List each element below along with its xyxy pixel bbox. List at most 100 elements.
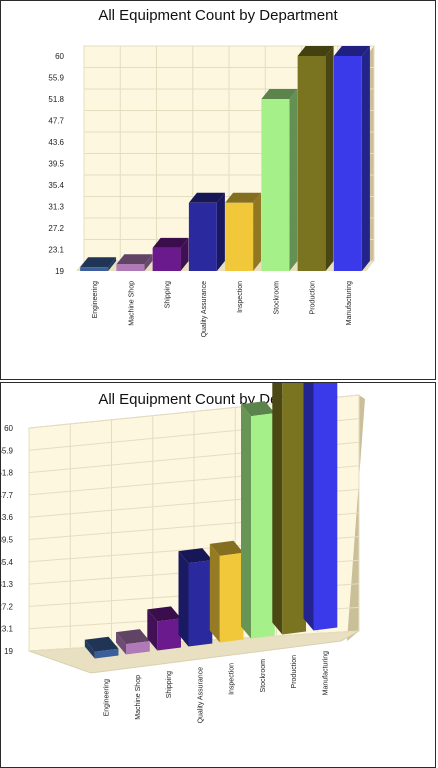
bar: [333, 46, 370, 271]
bar-side: [84, 639, 95, 659]
bar-front: [116, 264, 145, 271]
chart-title: All Equipment Count by Department: [98, 7, 338, 24]
bar-side: [108, 257, 117, 271]
bar: [152, 237, 189, 271]
y-tick-label: 23.1: [48, 246, 64, 255]
x-tick-label: Production: [291, 655, 298, 689]
x-tick-label: Quality Assurance: [201, 281, 208, 338]
bar-side: [361, 46, 370, 271]
x-tick-label: Shipping: [165, 281, 172, 308]
y-tick-label: 39.5: [1, 536, 14, 545]
bar-side: [180, 237, 189, 271]
bar: [303, 383, 338, 631]
x-tick-label: Stockroom: [260, 659, 267, 693]
x-tick-label: Machine Shop: [128, 281, 135, 326]
bar-front: [80, 267, 109, 271]
bar: [297, 46, 334, 271]
bar-top: [84, 636, 119, 652]
bar-side: [116, 632, 126, 655]
bar: [225, 192, 262, 271]
bar-side: [241, 404, 251, 639]
bar-top: [116, 629, 150, 645]
x-tick-label: Stockroom: [273, 281, 280, 315]
x-tick-label: Inspection: [229, 663, 236, 695]
bar-top: [297, 46, 334, 56]
y-tick-label: 31.3: [1, 580, 14, 589]
bar-top: [333, 46, 370, 56]
bar: [84, 636, 119, 659]
x-tick-label: Engineering: [92, 281, 99, 318]
bar-top: [80, 257, 117, 268]
y-tick-label: 55.9: [1, 446, 14, 455]
bar-side: [209, 543, 220, 643]
bar-front: [94, 648, 119, 659]
bar-chart-front: 19 23.1 27.2 31.3 35.4 39.5 43.6 47.7 51.8 55.9 60…: [48, 45, 375, 338]
bar: [241, 401, 275, 639]
bar-front: [157, 618, 181, 651]
bar-front: [297, 56, 326, 271]
bar-front: [188, 560, 213, 647]
bar: [272, 383, 306, 635]
y-tick-label: 19: [4, 647, 13, 656]
bar: [209, 540, 244, 643]
y-tick-label: 47.7: [1, 491, 14, 500]
x-tick-label: Machine Shop: [135, 675, 142, 720]
bar-top: [209, 540, 244, 556]
y-tick-label: 47.7: [48, 117, 64, 126]
y-tick-label: 51.8: [1, 469, 14, 478]
bar-side: [178, 551, 189, 647]
bar: [116, 629, 150, 655]
chart-panel-perspective: All Equipment Count by Department 1923.1…: [0, 382, 436, 768]
bar-side: [303, 383, 314, 631]
bar-top: [225, 192, 262, 203]
x-tick-label: Shipping: [166, 671, 173, 698]
bar: [261, 89, 298, 271]
bar-side: [289, 89, 298, 271]
x-tick-label: Production: [310, 281, 317, 315]
bar-side: [216, 192, 225, 271]
bar-top: [152, 237, 189, 248]
y-tick-label: 43.6: [48, 138, 64, 147]
y-tick-label: 27.2: [1, 602, 14, 611]
bar-chart-perspective: 19 23.1 27.2 31.3 35.4 39.5 43.6 47.7 51.8 55.9 60…: [1, 383, 365, 724]
y-tick-label: 19: [55, 267, 64, 276]
bar-front: [188, 202, 217, 271]
y-tick-label: 35.4: [1, 558, 14, 567]
y-tick-label: 31.3: [48, 203, 64, 212]
bar-top: [241, 401, 275, 417]
bar-front: [333, 56, 362, 271]
bar-front: [219, 552, 244, 643]
bar-top: [116, 254, 153, 265]
bar-top: [147, 606, 181, 622]
x-tick-label: Inspection: [237, 281, 244, 313]
bar-front: [251, 413, 275, 639]
bar-side: [253, 192, 262, 271]
bar: [80, 257, 117, 271]
bar-top: [178, 548, 213, 564]
y-tick-label: 51.8: [48, 95, 64, 104]
bar-side: [144, 254, 153, 271]
y-tick-label: 35.4: [48, 181, 64, 190]
bar-front: [152, 247, 181, 271]
bar-side: [147, 609, 158, 651]
x-tick-label: Quality Assurance: [197, 667, 204, 724]
bar: [188, 192, 225, 271]
y-tick-label: 60: [4, 424, 13, 433]
bar-top: [261, 89, 298, 99]
x-tick-label: Manufacturing: [346, 281, 353, 325]
bar-front: [126, 641, 150, 655]
y-tick-label: 27.2: [48, 224, 64, 233]
bar: [178, 548, 213, 647]
bar-front: [261, 99, 290, 271]
bar-side: [272, 383, 283, 635]
bar: [147, 606, 181, 651]
bar-top: [188, 192, 225, 203]
bar-front: [313, 383, 338, 631]
y-tick-label: 43.6: [1, 513, 14, 522]
bar-side: [325, 46, 334, 271]
side-wall: [347, 395, 365, 641]
bar-front: [225, 202, 254, 271]
bar-front: [282, 383, 306, 635]
x-tick-label: Manufacturing: [322, 651, 329, 695]
y-tick-label: 55.9: [48, 74, 64, 83]
